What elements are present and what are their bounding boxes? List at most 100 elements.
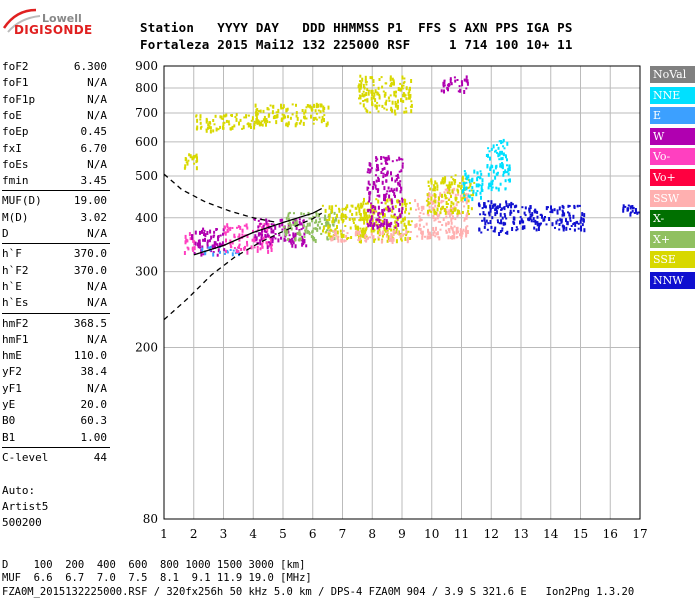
echo-point bbox=[360, 239, 362, 244]
echo-point bbox=[328, 205, 331, 210]
echo-point bbox=[312, 227, 315, 230]
param-key: h`Es bbox=[2, 296, 29, 310]
echo-point bbox=[385, 108, 388, 111]
echo-point bbox=[378, 228, 381, 233]
echo-point bbox=[403, 233, 406, 236]
echo-point bbox=[405, 234, 408, 237]
echo-point bbox=[299, 233, 302, 237]
echo-point bbox=[398, 200, 401, 203]
echo-point bbox=[402, 218, 405, 221]
echo-point bbox=[371, 218, 374, 223]
echo-point bbox=[577, 227, 580, 230]
echo-point bbox=[257, 225, 260, 229]
echo-point bbox=[245, 114, 248, 119]
echo-point bbox=[391, 208, 394, 213]
echo-point bbox=[477, 176, 480, 179]
echo-point bbox=[295, 225, 298, 230]
echo-point bbox=[368, 196, 371, 200]
echo-point bbox=[499, 150, 502, 155]
echo-point bbox=[370, 204, 373, 209]
echo-point bbox=[428, 231, 431, 235]
echo-point bbox=[393, 213, 396, 216]
echo-point bbox=[200, 252, 203, 257]
param-key: hmE bbox=[2, 349, 22, 363]
echo-point bbox=[327, 105, 330, 110]
echo-point bbox=[308, 232, 311, 236]
echo-point bbox=[201, 245, 204, 249]
echo-point bbox=[373, 92, 376, 97]
echo-point bbox=[390, 228, 393, 232]
echo-point bbox=[491, 165, 494, 169]
legend-item: Vo+ bbox=[650, 169, 695, 186]
echo-point bbox=[433, 189, 436, 192]
echo-point bbox=[461, 177, 464, 182]
plot-frame bbox=[163, 65, 641, 520]
echo-point bbox=[375, 198, 378, 201]
echo-point bbox=[233, 233, 236, 238]
echo-point bbox=[393, 192, 396, 197]
echo-point bbox=[199, 246, 202, 249]
echo-point bbox=[219, 234, 222, 237]
echo-point bbox=[386, 239, 389, 243]
echo-point bbox=[378, 78, 381, 81]
echo-point bbox=[363, 218, 366, 221]
echo-point bbox=[505, 155, 507, 159]
echo-point bbox=[447, 235, 450, 240]
echo-point bbox=[385, 99, 388, 102]
echo-point bbox=[500, 164, 503, 169]
echo-point bbox=[497, 187, 500, 192]
echo-point bbox=[279, 218, 282, 222]
echo-point bbox=[366, 110, 369, 114]
echo-point bbox=[308, 230, 310, 233]
echo-point bbox=[351, 213, 354, 216]
param-key: foF1p bbox=[2, 92, 36, 106]
echo-point bbox=[415, 223, 418, 228]
echo-point bbox=[523, 225, 526, 230]
echo-point bbox=[191, 246, 194, 249]
echo-point bbox=[235, 249, 238, 254]
echo-point bbox=[542, 218, 545, 222]
echo-point bbox=[327, 231, 330, 236]
echo-point bbox=[223, 253, 226, 255]
echo-point bbox=[506, 230, 509, 235]
echo-point bbox=[383, 156, 386, 159]
echo-point bbox=[442, 177, 445, 180]
echo-point bbox=[397, 87, 400, 91]
echo-point bbox=[361, 204, 364, 208]
param-row: h`E N/A bbox=[2, 279, 107, 295]
echo-point bbox=[521, 206, 524, 209]
echo-point bbox=[337, 219, 340, 224]
echo-point bbox=[344, 239, 347, 242]
echo-point bbox=[420, 218, 423, 221]
echo-point bbox=[213, 243, 216, 247]
param-value: N/A bbox=[87, 227, 107, 240]
echo-point bbox=[322, 109, 325, 112]
echo-point bbox=[429, 236, 432, 239]
x-tick-label: 17 bbox=[632, 527, 647, 541]
echo-point bbox=[338, 207, 340, 210]
echo-point bbox=[400, 210, 403, 215]
echo-point bbox=[236, 226, 238, 229]
echo-point bbox=[418, 227, 420, 231]
echo-point bbox=[430, 180, 433, 185]
echo-point bbox=[567, 211, 569, 214]
echo-point bbox=[315, 112, 318, 115]
echo-point bbox=[364, 98, 367, 101]
echo-point bbox=[409, 207, 412, 211]
echo-point bbox=[436, 207, 439, 212]
echo-point bbox=[441, 224, 444, 226]
echo-point bbox=[244, 245, 246, 249]
echo-point bbox=[257, 233, 260, 237]
echo-point bbox=[545, 223, 548, 226]
echo-point bbox=[378, 219, 381, 223]
echo-point bbox=[451, 235, 454, 239]
echo-point bbox=[317, 221, 320, 224]
echo-point bbox=[358, 230, 361, 235]
x-tick-label: 1 bbox=[160, 527, 168, 541]
echo-point bbox=[267, 234, 270, 237]
echo-point bbox=[447, 212, 450, 215]
echo-point bbox=[632, 206, 635, 209]
echo-point bbox=[241, 127, 244, 130]
echo-point bbox=[451, 215, 454, 220]
echo-point bbox=[322, 229, 324, 233]
